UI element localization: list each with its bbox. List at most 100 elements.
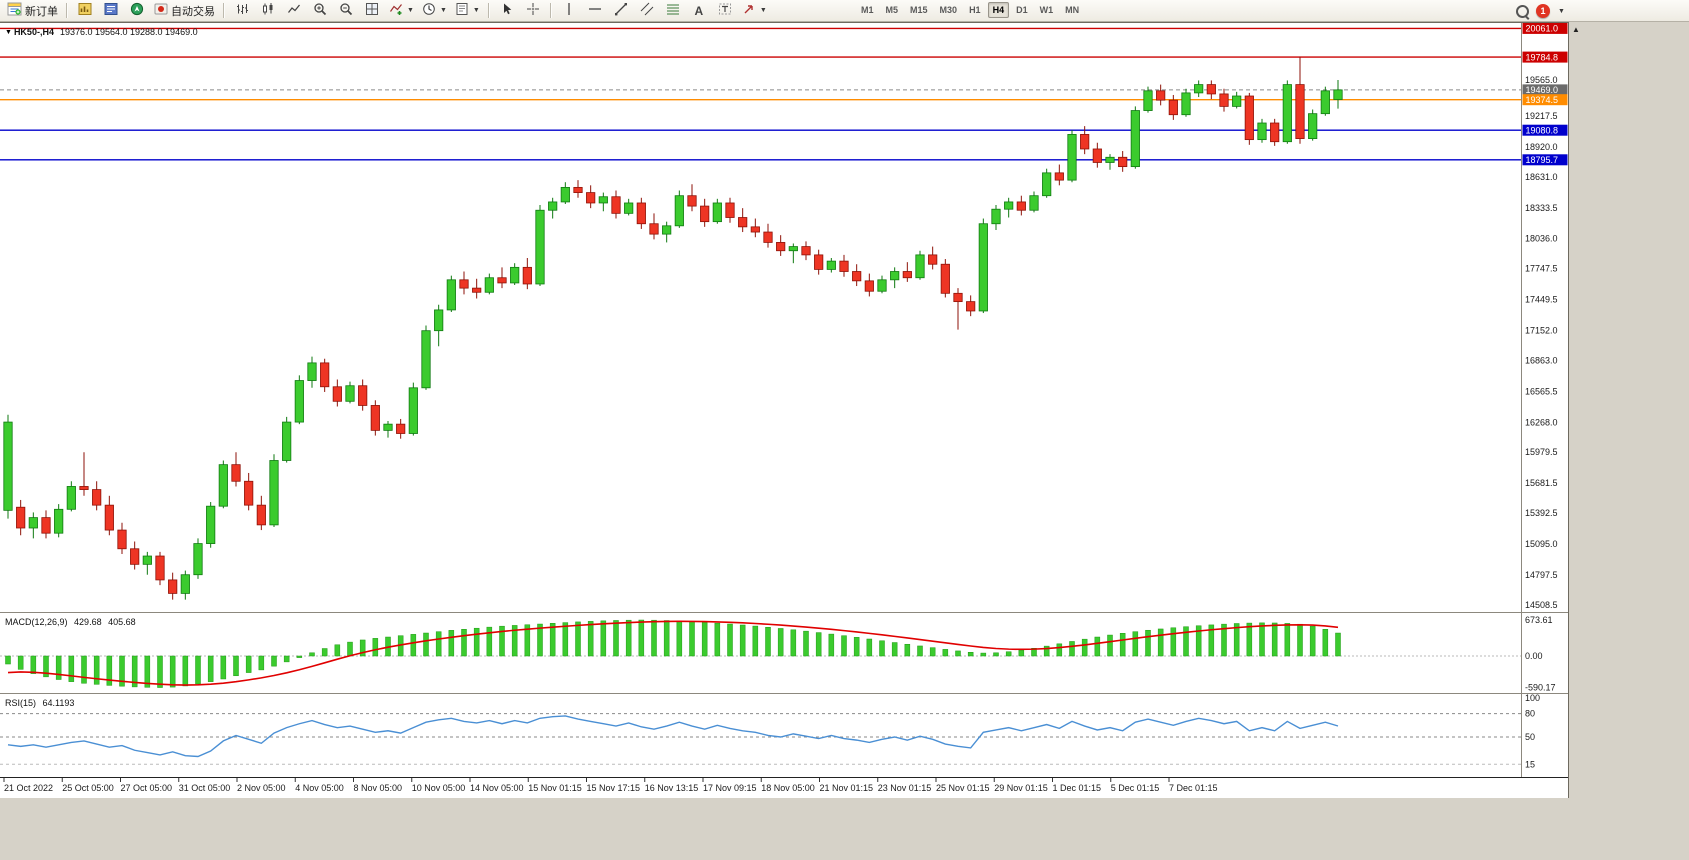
svg-text:20061.0: 20061.0 (1526, 24, 1559, 34)
svg-text:19217.5: 19217.5 (1525, 111, 1558, 121)
periods-button[interactable]: ▼ (418, 1, 451, 21)
crosshair-button[interactable] (520, 1, 546, 21)
navigator-button[interactable] (124, 1, 150, 21)
svg-text:16268.0: 16268.0 (1525, 417, 1558, 427)
timeframe-m5[interactable]: M5 (885, 5, 899, 15)
svg-text:14 Nov 05:00: 14 Nov 05:00 (470, 783, 524, 793)
svg-text:15979.5: 15979.5 (1525, 447, 1558, 457)
bar-chart-icon (235, 2, 249, 19)
macd-histogram (5, 619, 1341, 688)
svg-text:19374.5: 19374.5 (1526, 95, 1559, 105)
timeframe-mn[interactable]: MN (1065, 5, 1080, 15)
svg-text:1 Dec 01:15: 1 Dec 01:15 (1053, 783, 1102, 793)
zoom-in-button[interactable] (307, 1, 333, 21)
timeframe-m1[interactable]: M1 (861, 5, 874, 15)
macd-indicator-name: MACD(12,26,9) (5, 617, 68, 627)
zoom-in-icon (313, 2, 327, 19)
fibonacci-button[interactable] (660, 1, 686, 21)
time-axis[interactable]: 21 Oct 2022 25 Oct 05:00 27 Oct 05:00 31 Oc… (3, 778, 1218, 793)
svg-text:16 Nov 13:15: 16 Nov 13:15 (645, 783, 699, 793)
periods-icon (422, 2, 436, 19)
templates-button[interactable]: ▼ (451, 1, 484, 21)
macd-signal-value: 405.68 (108, 617, 136, 627)
chart-canvas[interactable]: 19565.0 19217.5 18920.0 18631.0 18333.5 18036… (0, 23, 1568, 798)
fibonacci-icon (666, 2, 680, 19)
line-chart-button[interactable] (281, 1, 307, 21)
svg-text:25 Nov 01:15: 25 Nov 01:15 (936, 783, 990, 793)
svg-text:673.61: 673.61 (1525, 615, 1553, 625)
new-order-label: 新订单 (25, 5, 58, 18)
autotrading-label: 自动交易 (171, 5, 215, 18)
bar-chart-button[interactable] (229, 1, 255, 21)
svg-text:18 Nov 05:00: 18 Nov 05:00 (761, 783, 815, 793)
tile-windows-button[interactable] (359, 1, 385, 21)
price-scale[interactable]: 19565.0 19217.5 18920.0 18631.0 18333.5 18036… (1525, 75, 1558, 610)
market-watch-icon (78, 2, 92, 19)
timeframe-m15[interactable]: M15 (910, 5, 928, 15)
chevron-down-icon[interactable]: ▼ (1558, 7, 1565, 15)
svg-text:18333.5: 18333.5 (1525, 203, 1558, 213)
data-window-icon (104, 2, 118, 19)
macd-main-value: 429.68 (74, 617, 102, 627)
svg-text:15681.5: 15681.5 (1525, 478, 1558, 488)
svg-text:19784.8: 19784.8 (1526, 52, 1559, 62)
price-badge-19469.0: 19469.0 (1522, 84, 1568, 96)
svg-text:19469.0: 19469.0 (1526, 85, 1559, 95)
new-order-button[interactable]: 新订单 (3, 1, 62, 21)
timeframe-h4[interactable]: H4 (987, 2, 1010, 18)
price-badge-19374.5: 19374.5 (1522, 94, 1568, 106)
chart-window[interactable]: 19565.0 19217.5 18920.0 18631.0 18333.5 18036… (0, 22, 1569, 798)
price-badge-20061.0: 20061.0 (1522, 23, 1568, 34)
vertical-line-icon (563, 2, 575, 19)
chart-title: ▼ HK50-,H4 19376.0 19564.0 19288.0 19469.0 (5, 27, 198, 37)
candlesticks (3, 56, 1343, 600)
svg-text:50: 50 (1525, 732, 1535, 742)
indicators-button[interactable]: ▼ (385, 1, 418, 21)
svg-text:0.00: 0.00 (1525, 651, 1543, 661)
market-watch-button[interactable] (72, 1, 98, 21)
trendline-button[interactable] (608, 1, 634, 21)
vertical-line-button[interactable] (556, 1, 582, 21)
timeframe-w1[interactable]: W1 (1039, 5, 1054, 15)
chart-dropdown-icon[interactable]: ▼ (5, 29, 12, 36)
tile-windows-icon (365, 2, 379, 19)
autotrading-icon (154, 2, 168, 19)
svg-text:29 Nov 01:15: 29 Nov 01:15 (994, 783, 1048, 793)
price-badge-19080.8: 19080.8 (1522, 124, 1568, 136)
arrows-button[interactable]: ▼ (738, 1, 771, 21)
rsi-indicator-name: RSI(15) (5, 698, 37, 708)
candlestick-chart-icon (261, 2, 275, 19)
chart-symbol-period: HK50-,H4 (13, 27, 54, 37)
timeframe-m30[interactable]: M30 (939, 5, 958, 15)
svg-text:18795.7: 18795.7 (1526, 155, 1559, 165)
chevron-down-icon: ▼ (439, 7, 447, 14)
svg-text:17152.0: 17152.0 (1525, 325, 1558, 335)
svg-text:31 Oct 05:00: 31 Oct 05:00 (179, 783, 231, 793)
timeframe-h1[interactable]: H1 (969, 5, 981, 15)
channel-button[interactable] (634, 1, 660, 21)
zoom-out-button[interactable] (333, 1, 359, 21)
scale-splitter-icon[interactable]: ▲ (1572, 25, 1580, 34)
rsi-line (7, 715, 1339, 758)
text-button[interactable]: A (686, 1, 712, 21)
horizontal-line-button[interactable] (582, 1, 608, 21)
timeframe-d1[interactable]: D1 (1016, 5, 1028, 15)
svg-text:18920.0: 18920.0 (1525, 142, 1558, 152)
macd-pane: 673.61 0.00 -590.17 (0, 615, 1556, 693)
svg-text:17449.5: 17449.5 (1525, 295, 1558, 305)
toolbar: 新订单 自动交易 ▼ ▼ ▼ A ▼ M1 M5 M15 M30 H1 H4 D1 W1 MN … (0, 0, 1689, 22)
zoom-out-icon (339, 2, 353, 19)
text-label-button[interactable] (712, 1, 738, 21)
search-icon[interactable] (1516, 4, 1529, 18)
data-window-button[interactable] (98, 1, 124, 21)
timeframe-group: M1 M5 M15 M30 H1 H4 D1 W1 MN (855, 2, 1085, 18)
notification-badge[interactable]: 1 (1536, 4, 1550, 18)
trendline-icon (614, 2, 628, 19)
candlestick-chart-button[interactable] (255, 1, 281, 21)
horizontal-line-icon (588, 3, 602, 18)
svg-text:4 Nov 05:00: 4 Nov 05:00 (295, 783, 344, 793)
cursor-button[interactable] (494, 1, 520, 21)
svg-text:2 Nov 05:00: 2 Nov 05:00 (237, 783, 286, 793)
autotrading-button[interactable]: 自动交易 (150, 1, 219, 21)
svg-text:21 Nov 01:15: 21 Nov 01:15 (820, 783, 874, 793)
